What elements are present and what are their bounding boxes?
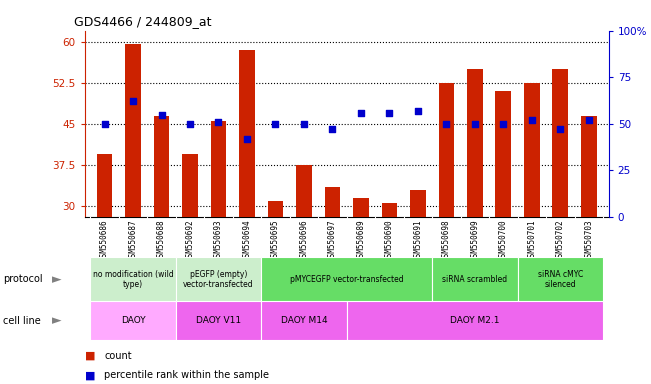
Text: GSM550688: GSM550688 — [157, 219, 166, 261]
Text: GSM550686: GSM550686 — [100, 219, 109, 261]
Point — [156, 111, 167, 118]
Text: protocol: protocol — [3, 274, 43, 285]
Bar — [410, 190, 426, 217]
Point — [413, 108, 423, 114]
Text: DAOY V11: DAOY V11 — [196, 316, 241, 325]
Text: GSM550699: GSM550699 — [470, 219, 479, 261]
Text: no modification (wild
type): no modification (wild type) — [92, 270, 173, 289]
Bar — [176, 257, 261, 301]
Text: ►: ► — [52, 273, 62, 286]
Text: GSM550694: GSM550694 — [242, 219, 251, 261]
Point — [355, 109, 366, 116]
Point — [498, 121, 508, 127]
Text: GSM550692: GSM550692 — [186, 219, 195, 261]
Bar — [381, 203, 397, 217]
Text: DAOY: DAOY — [120, 316, 145, 325]
Text: GSM550702: GSM550702 — [556, 219, 565, 261]
Bar — [553, 69, 568, 217]
Bar — [154, 116, 169, 217]
Bar — [261, 301, 347, 340]
Text: GSM550701: GSM550701 — [527, 219, 536, 261]
Bar — [90, 301, 176, 340]
Point — [100, 121, 110, 127]
Point — [242, 136, 252, 142]
Text: GSM550687: GSM550687 — [128, 219, 137, 261]
Text: ►: ► — [52, 314, 62, 327]
Text: DAOY M14: DAOY M14 — [281, 316, 327, 325]
Text: GSM550703: GSM550703 — [584, 219, 593, 261]
Bar — [90, 257, 176, 301]
Text: percentile rank within the sample: percentile rank within the sample — [104, 370, 269, 380]
Bar — [239, 50, 255, 217]
Bar — [518, 257, 603, 301]
Point — [299, 121, 309, 127]
Bar — [581, 116, 596, 217]
Text: GSM550693: GSM550693 — [214, 219, 223, 261]
Text: ■: ■ — [85, 370, 95, 380]
Bar — [467, 69, 482, 217]
Text: GDS4466 / 244809_at: GDS4466 / 244809_at — [74, 15, 212, 28]
Text: GSM550691: GSM550691 — [413, 219, 422, 261]
Point — [527, 117, 537, 123]
Text: GSM550695: GSM550695 — [271, 219, 280, 261]
Text: GSM550689: GSM550689 — [356, 219, 365, 261]
Text: GSM550696: GSM550696 — [299, 219, 309, 261]
Text: GSM550698: GSM550698 — [442, 219, 451, 261]
Bar — [347, 301, 603, 340]
Bar — [261, 257, 432, 301]
Bar — [439, 83, 454, 217]
Bar — [296, 165, 312, 217]
Bar — [325, 187, 340, 217]
Text: pEGFP (empty)
vector-transfected: pEGFP (empty) vector-transfected — [183, 270, 254, 289]
Bar — [524, 83, 540, 217]
Text: GSM550697: GSM550697 — [328, 219, 337, 261]
Bar — [211, 121, 227, 217]
Bar — [268, 200, 283, 217]
Bar — [97, 154, 113, 217]
Bar — [432, 257, 518, 301]
Text: cell line: cell line — [3, 316, 41, 326]
Bar — [353, 198, 368, 217]
Text: ■: ■ — [85, 351, 95, 361]
Point — [555, 126, 566, 132]
Point — [270, 121, 281, 127]
Point — [185, 121, 195, 127]
Point — [327, 126, 338, 132]
Text: GSM550700: GSM550700 — [499, 219, 508, 261]
Text: pMYCEGFP vector-transfected: pMYCEGFP vector-transfected — [290, 275, 404, 284]
Text: siRNA cMYC
silenced: siRNA cMYC silenced — [538, 270, 583, 289]
Point — [384, 109, 395, 116]
Text: DAOY M2.1: DAOY M2.1 — [450, 316, 499, 325]
Point — [583, 117, 594, 123]
Point — [441, 121, 452, 127]
Text: GSM550690: GSM550690 — [385, 219, 394, 261]
Text: siRNA scrambled: siRNA scrambled — [442, 275, 507, 284]
Point — [128, 98, 138, 104]
Point — [214, 119, 224, 125]
Text: count: count — [104, 351, 132, 361]
Point — [469, 121, 480, 127]
Bar — [125, 45, 141, 217]
Bar — [182, 154, 198, 217]
Bar — [176, 301, 261, 340]
Bar — [495, 91, 511, 217]
